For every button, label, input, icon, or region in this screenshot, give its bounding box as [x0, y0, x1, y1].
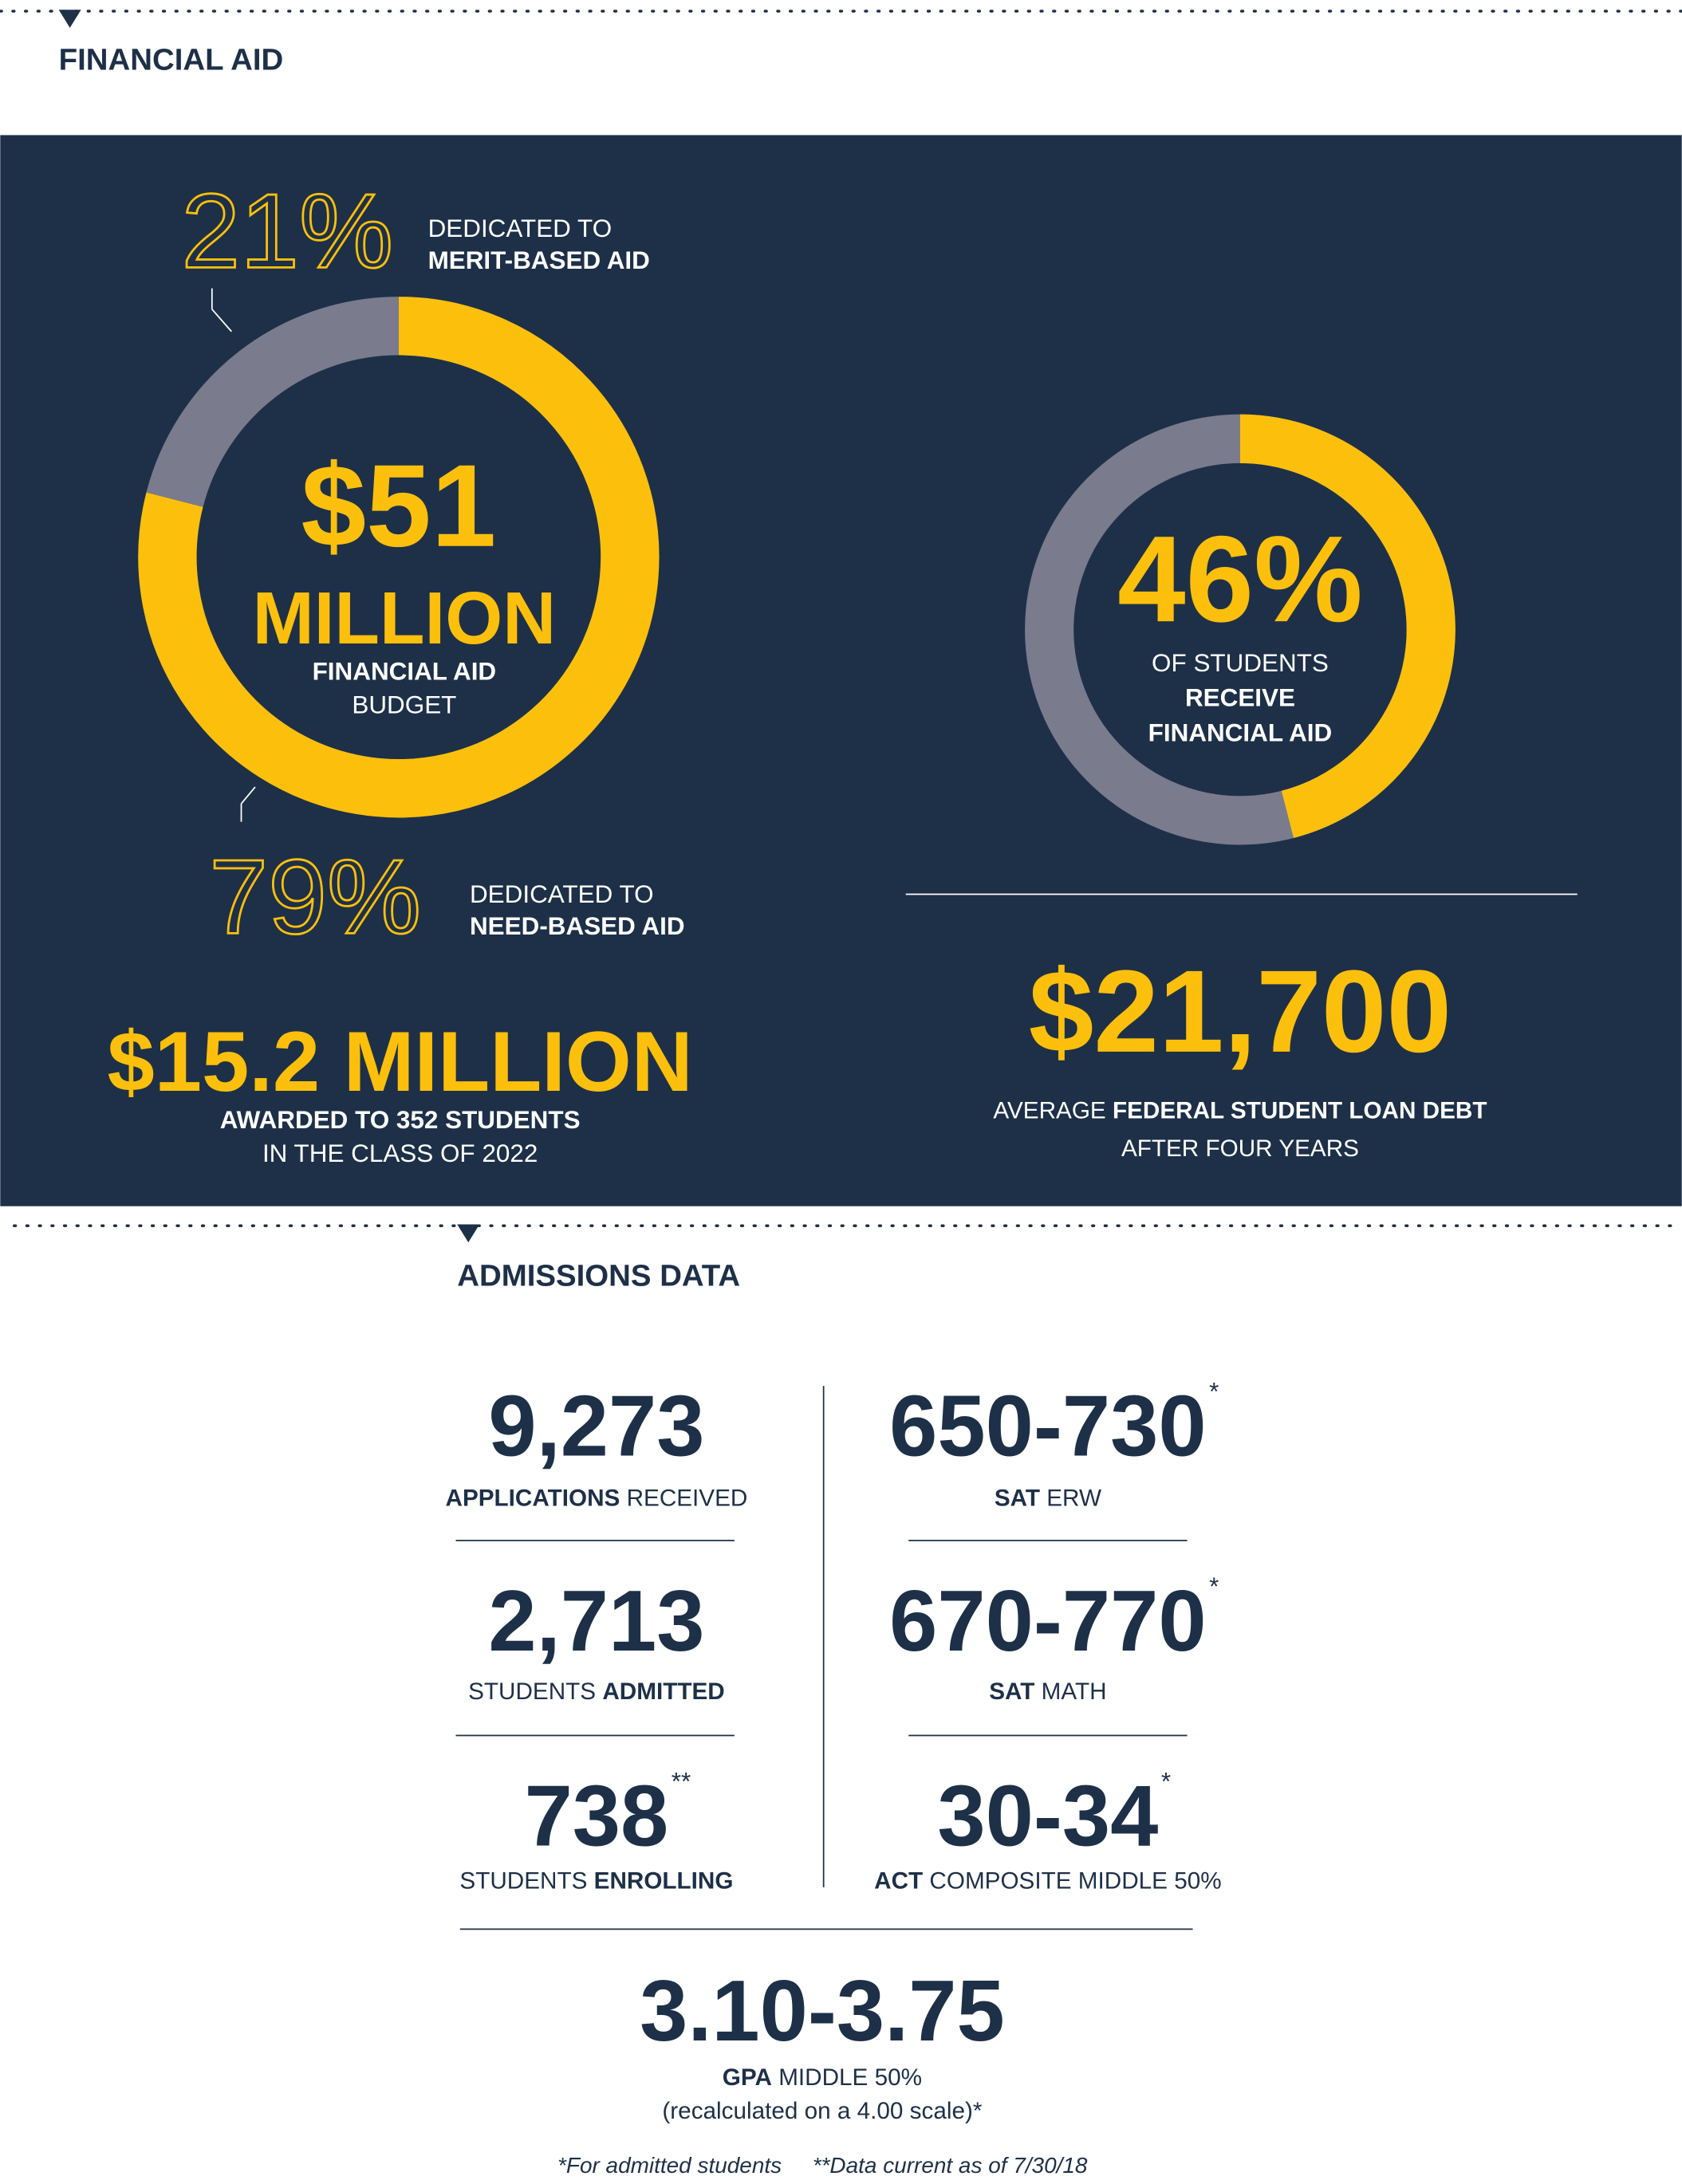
superscript: *	[1209, 1572, 1219, 1600]
superscript: *	[1209, 1378, 1219, 1406]
text-part: SAT	[989, 1678, 1034, 1705]
text-part: ERW	[1040, 1485, 1101, 1511]
text-part: ENROLLING	[594, 1868, 734, 1895]
big-number: $15.2 MILLION	[108, 1014, 693, 1109]
stat-label: SAT MATH	[989, 1678, 1106, 1705]
text-part: STUDENTS	[468, 1678, 602, 1705]
stat-label: APPLICATIONS RECEIVED	[446, 1485, 748, 1511]
label: IN THE CLASS OF 2022	[262, 1139, 538, 1167]
stat-label: STUDENTS ENROLLING	[459, 1868, 733, 1895]
label: AWARDED TO 352 STUDENTS	[220, 1106, 581, 1134]
text-part: SAT	[995, 1485, 1040, 1511]
marker	[457, 1224, 480, 1243]
big-number: $51	[301, 441, 496, 572]
label: MERIT-BASED AID	[428, 246, 650, 274]
text-part: STUDENTS	[459, 1868, 593, 1895]
label: DEDICATED TO	[470, 880, 654, 908]
stat-value: 3.10-3.75	[640, 1962, 1005, 2059]
stat-label: ACT COMPOSITE MIDDLE 50%	[874, 1868, 1222, 1895]
stat-value: 670-770	[889, 1572, 1206, 1669]
stat-value: 650-730	[889, 1377, 1206, 1474]
label: OF STUDENTS	[1152, 649, 1329, 677]
big-number: 46%	[1117, 510, 1363, 647]
stat-label: GPA MIDDLE 50%	[723, 2064, 922, 2091]
stat-value: 9,273	[488, 1377, 704, 1474]
stat-label: SAT ERW	[995, 1485, 1101, 1511]
label: BUDGET	[352, 691, 456, 718]
label: FINANCIAL AID	[313, 657, 497, 685]
stat-value: 2,713	[488, 1572, 704, 1669]
text-part: RECEIVED	[620, 1485, 747, 1511]
section-title: ADMISSIONS DATA	[457, 1258, 740, 1293]
text-part: APPLICATIONS	[446, 1485, 620, 1511]
stat-value: 30-34	[937, 1768, 1158, 1864]
donut-segment	[1239, 414, 1456, 838]
percent-label: 21%	[181, 172, 393, 290]
label: FINANCIAL AID	[1148, 718, 1333, 746]
section-title: FINANCIAL AID	[59, 42, 284, 77]
text-part: ACT	[874, 1868, 923, 1895]
big-unit: MILLION	[253, 576, 557, 659]
footnote: *For admitted students	[557, 2153, 782, 2178]
label: RECEIVE	[1185, 684, 1295, 712]
text-part: GPA	[723, 2064, 772, 2091]
stat-value: 738	[525, 1768, 669, 1864]
label: DEDICATED TO	[428, 214, 613, 242]
leader	[211, 309, 232, 333]
superscript: *	[1161, 1768, 1171, 1796]
percent-label: 79%	[209, 838, 421, 956]
text-part: MATH	[1034, 1678, 1106, 1705]
text-part: AVERAGE	[993, 1098, 1113, 1124]
label: AVERAGE FEDERAL STUDENT LOAN DEBT	[993, 1098, 1487, 1124]
stat-label: STUDENTS ADMITTED	[468, 1678, 725, 1705]
label: AFTER FOUR YEARS	[1121, 1135, 1359, 1162]
donut-segment	[146, 297, 400, 508]
text-part: MIDDLE 50%	[772, 2064, 922, 2091]
text-part: ADMITTED	[602, 1678, 724, 1705]
label: NEED-BASED AID	[470, 912, 685, 940]
donut-segment	[138, 297, 660, 818]
marker	[58, 10, 81, 28]
text-part: FEDERAL STUDENT LOAN DEBT	[1113, 1098, 1487, 1124]
note: (recalculated on a 4.00 scale)*	[662, 2098, 982, 2124]
footnote: **Data current as of 7/30/18	[813, 2153, 1088, 2178]
leader	[240, 786, 256, 805]
text-part: COMPOSITE MIDDLE 50%	[923, 1868, 1221, 1895]
big-number: $21,700	[1029, 946, 1452, 1077]
superscript: **	[672, 1768, 691, 1796]
